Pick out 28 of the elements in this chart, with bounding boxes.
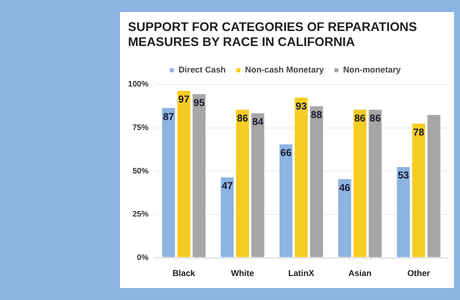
legend-label: Non-monetary bbox=[343, 64, 402, 75]
legend-label: Direct Cash bbox=[178, 64, 226, 75]
x-tick-label: Other bbox=[407, 268, 431, 278]
x-tick-label: Asian bbox=[348, 268, 372, 278]
data-label: 66 bbox=[280, 148, 292, 160]
y-tick-label: 50% bbox=[132, 166, 148, 176]
chart-title: SUPPORT FOR CATEGORIES OF REPARATIONS MEASURES BY RACE IN CALIFORNIA bbox=[128, 20, 418, 50]
legend-label: Non-cash Monetary bbox=[245, 64, 324, 75]
data-label: 93 bbox=[296, 101, 308, 112]
data-label: 87 bbox=[162, 112, 175, 123]
data-label: 53 bbox=[398, 170, 410, 182]
x-tick-label: White bbox=[230, 268, 254, 278]
data-label: 46 bbox=[339, 182, 351, 194]
y-tick-label: 0% bbox=[136, 253, 148, 262]
data-label: 88 bbox=[310, 110, 322, 122]
data-label: 86 bbox=[354, 114, 366, 125]
y-tick-label: 100% bbox=[128, 80, 148, 89]
y-tick-label: 75% bbox=[132, 123, 148, 132]
x-tick-label: Black bbox=[172, 268, 196, 278]
data-label: 47 bbox=[222, 181, 234, 192]
y-tick-label: 25% bbox=[132, 210, 148, 219]
x-tick-label: LatinX bbox=[288, 268, 315, 278]
data-label: 86 bbox=[236, 114, 249, 125]
data-label: 84 bbox=[252, 116, 264, 128]
data-label: 97 bbox=[178, 94, 190, 106]
data-label: 86 bbox=[370, 114, 382, 125]
data-label: 95 bbox=[194, 98, 206, 109]
data-label: 78 bbox=[413, 127, 425, 138]
